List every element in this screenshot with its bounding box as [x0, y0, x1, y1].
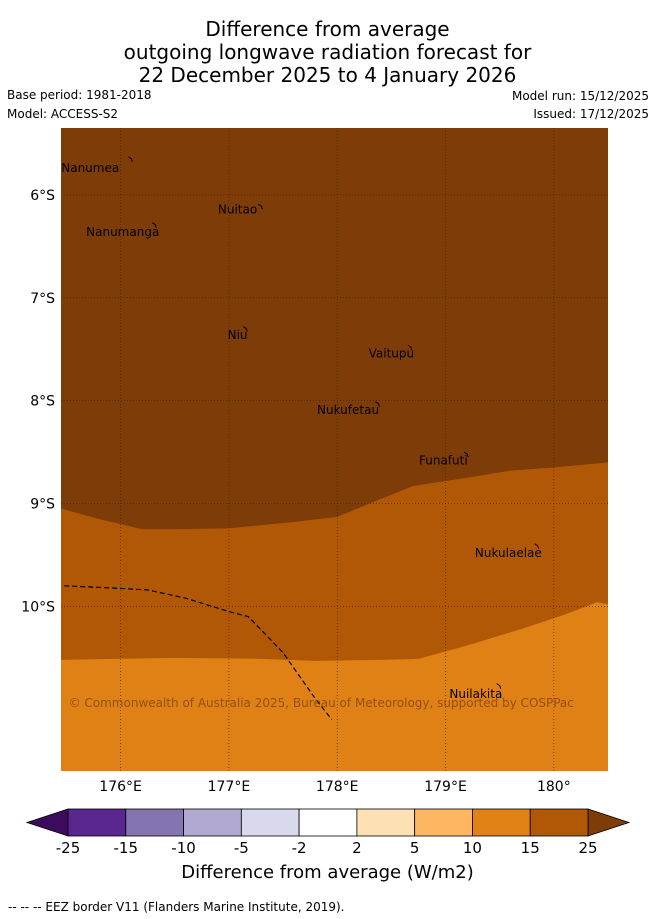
- colorbar-tick-label: 5: [410, 839, 420, 857]
- plot-area: Nanumea Nuitao Nanumanga Niu Vaitupu Nukufeta…: [21, 128, 608, 795]
- colorbar-tick-label: -2: [292, 839, 307, 857]
- colorbar: -25 -15 -10 -5 -2 2 5 10 15 25: [25, 808, 631, 857]
- lat-tick-label: 8°S: [30, 394, 55, 410]
- colorbar-tick-label: 2: [352, 839, 362, 857]
- lat-tick-label: 10°S: [21, 599, 55, 615]
- colorbar-title: Difference from average (W/m2): [181, 862, 474, 883]
- eez-border: [64, 585, 333, 720]
- lat-tick-label: 6°S: [30, 188, 55, 204]
- island-nanumanga-label: Nanumanga: [86, 225, 159, 239]
- lon-tick-label: 179°E: [424, 779, 467, 795]
- title-line-2: outgoing longwave radiation forecast for: [123, 40, 532, 64]
- island-nuitao-label: Nuitao: [218, 202, 257, 216]
- gridlines: [61, 128, 608, 771]
- lon-tick-label: 178°E: [316, 779, 359, 795]
- axis-labels: 6°S 7°S 8°S 9°S 10°S 176°E 177°E 178°E 179°E 180°: [21, 188, 570, 795]
- lon-tick-label: 180°: [537, 779, 571, 795]
- islands: Nanumea Nuitao Nanumanga Niu Vaitupu Nukufeta…: [61, 156, 542, 701]
- model-name: Model: ACCESS-S2: [7, 107, 119, 121]
- colorbar-swatch: [183, 808, 242, 837]
- band-15-25: [61, 128, 608, 530]
- colorbar-swatch: [125, 808, 184, 837]
- colorbar-swatch: [240, 808, 300, 837]
- colorbar-tick-label: 15: [521, 839, 540, 857]
- colorbar-tick-label: -25: [56, 839, 81, 857]
- title-line-1: Difference from average: [205, 17, 450, 41]
- lat-tick-label: 9°S: [30, 497, 55, 513]
- model-run: Model run: 15/12/2025: [511, 89, 649, 103]
- title-line-3: 22 December 2025 to 4 January 2026: [138, 63, 517, 87]
- island-vaitupu-coast: [407, 344, 413, 351]
- colorbar-swatch: [472, 808, 531, 837]
- colorbar-swatch: [298, 808, 358, 837]
- issued-date: Issued: 17/12/2025: [533, 107, 649, 121]
- colorbar-tick-label: -15: [114, 839, 139, 857]
- island-funafuti-label: Funafuti: [419, 453, 468, 467]
- colorbar-over-extend: [587, 808, 631, 837]
- island-funafuti-coast: [463, 451, 469, 458]
- colorbar-tick-label: 25: [578, 839, 597, 857]
- island-nuilakita-coast: [496, 683, 502, 689]
- island-niu-coast: [242, 326, 248, 332]
- colorbar-under-extend: [25, 808, 69, 837]
- island-nukulaelae-coast: [534, 543, 540, 549]
- island-nanumea-coast: [128, 156, 133, 163]
- colorbar-swatch: [356, 808, 416, 837]
- colorbar-swatch: [67, 808, 127, 837]
- lat-tick-label: 7°S: [30, 291, 55, 307]
- colorbar-tick-label: -10: [171, 839, 196, 857]
- island-vaitupu-label: Vaitupu: [369, 346, 415, 360]
- island-nanumanga-coast: [151, 222, 157, 228]
- map-svg: Nanumea Nuitao Nanumanga Niu Vaitupu Nukufeta…: [21, 128, 631, 857]
- colorbar-swatch: [529, 808, 589, 837]
- copyright-notice: © Commonwealth of Australia 2025, Bureau…: [69, 696, 574, 710]
- island-nanumea-label: Nanumea: [61, 161, 119, 175]
- island-nuilakita-label: Nuilakita: [449, 687, 502, 701]
- shading-layer: [61, 128, 608, 771]
- lon-tick-label: 176°E: [99, 779, 142, 795]
- eez-footnote: -- -- -- EEZ border V11 (Flanders Marine…: [8, 900, 345, 914]
- island-nukufetau-coast: [375, 401, 380, 407]
- colorbar-swatch: [414, 808, 473, 837]
- colorbar-tick-label: 10: [463, 839, 482, 857]
- lon-tick-label: 177°E: [208, 779, 251, 795]
- island-nukufetau-label: Nukufetau: [317, 403, 379, 417]
- colorbar-tick-label: -5: [234, 839, 249, 857]
- base-period: Base period: 1981-2018: [7, 88, 152, 102]
- island-nukulaelae-label: Nukulaelae: [475, 546, 542, 560]
- island-nuitao-coast: [258, 203, 263, 210]
- island-niu-label: Niu: [228, 328, 248, 342]
